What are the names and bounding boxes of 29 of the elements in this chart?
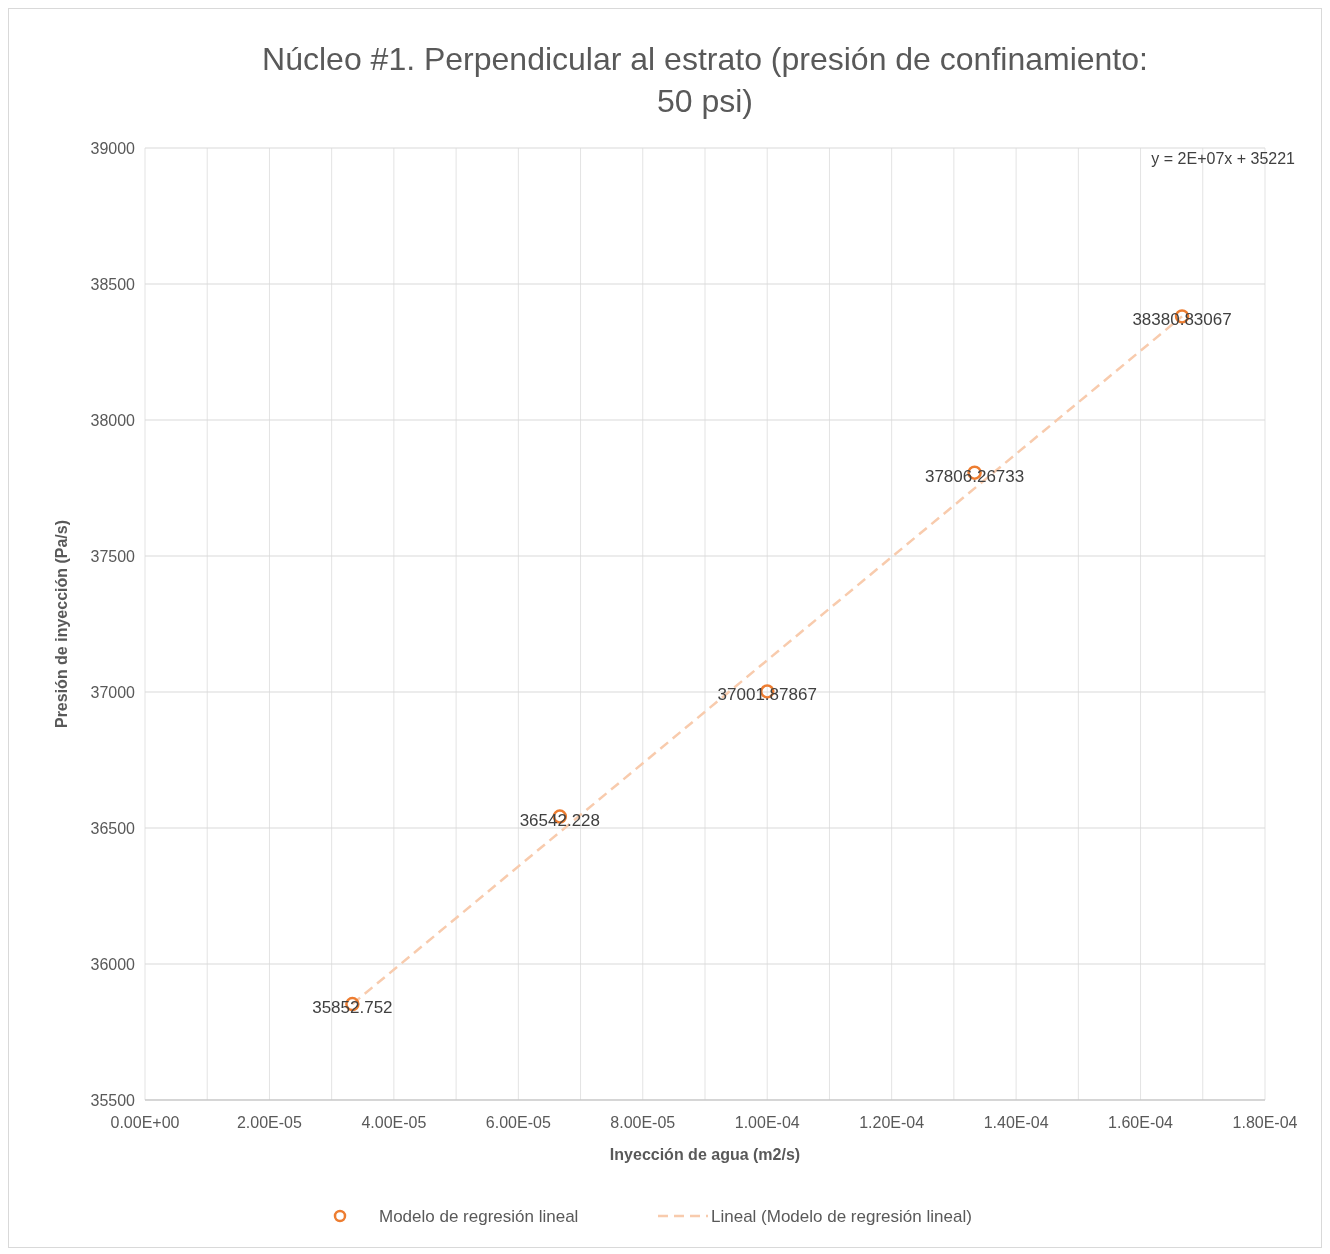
y-tick-label: 37000 bbox=[90, 684, 136, 701]
y-tick-label: 35500 bbox=[90, 1092, 136, 1109]
data-label: 37806.26733 bbox=[924, 466, 1025, 486]
x-tick-label: 8.00E-05 bbox=[610, 1114, 676, 1131]
data-label: 38380.83067 bbox=[1132, 310, 1232, 330]
x-tick-label: 1.20E-04 bbox=[859, 1114, 925, 1131]
legend-label: Lineal (Modelo de regresión lineal) bbox=[711, 1207, 972, 1226]
x-tick-label: 6.00E-05 bbox=[485, 1114, 551, 1131]
x-axis-title: Inyección de agua (m2/s) bbox=[609, 1146, 801, 1163]
y-tick-label: 37500 bbox=[90, 548, 136, 565]
y-tick-label: 38000 bbox=[90, 412, 136, 429]
annotation: y = 2E+07x + 35221 bbox=[1151, 150, 1296, 167]
legend-label: Modelo de regresión lineal bbox=[379, 1207, 579, 1226]
x-tick-label: 4.00E-05 bbox=[361, 1114, 427, 1131]
y-axis-title: Presión de inyección (Pa/s) bbox=[53, 519, 70, 729]
x-tick-label: 1.00E-04 bbox=[734, 1114, 800, 1131]
chart-title: Núcleo #1. Perpendicular al estrato (presión de confinamiento: 50 psi) bbox=[262, 41, 1148, 119]
x-tick-label: 1.40E-04 bbox=[983, 1114, 1049, 1131]
data-label: 37001.87867 bbox=[717, 685, 817, 705]
data-label: 36542.228 bbox=[519, 810, 601, 830]
y-tick-label: 38500 bbox=[90, 276, 136, 293]
y-tick-label: 36500 bbox=[90, 820, 136, 837]
data-label: 35852.752 bbox=[312, 998, 393, 1018]
y-tick-label: 36000 bbox=[90, 956, 136, 973]
y-tick-label: 39000 bbox=[90, 140, 136, 157]
x-tick-label: 1.60E-04 bbox=[1108, 1114, 1174, 1131]
x-tick-label: 1.80E-04 bbox=[1232, 1114, 1298, 1131]
x-tick-label: 2.00E-05 bbox=[236, 1114, 303, 1131]
x-tick-label: 0.00E+00 bbox=[110, 1114, 180, 1131]
